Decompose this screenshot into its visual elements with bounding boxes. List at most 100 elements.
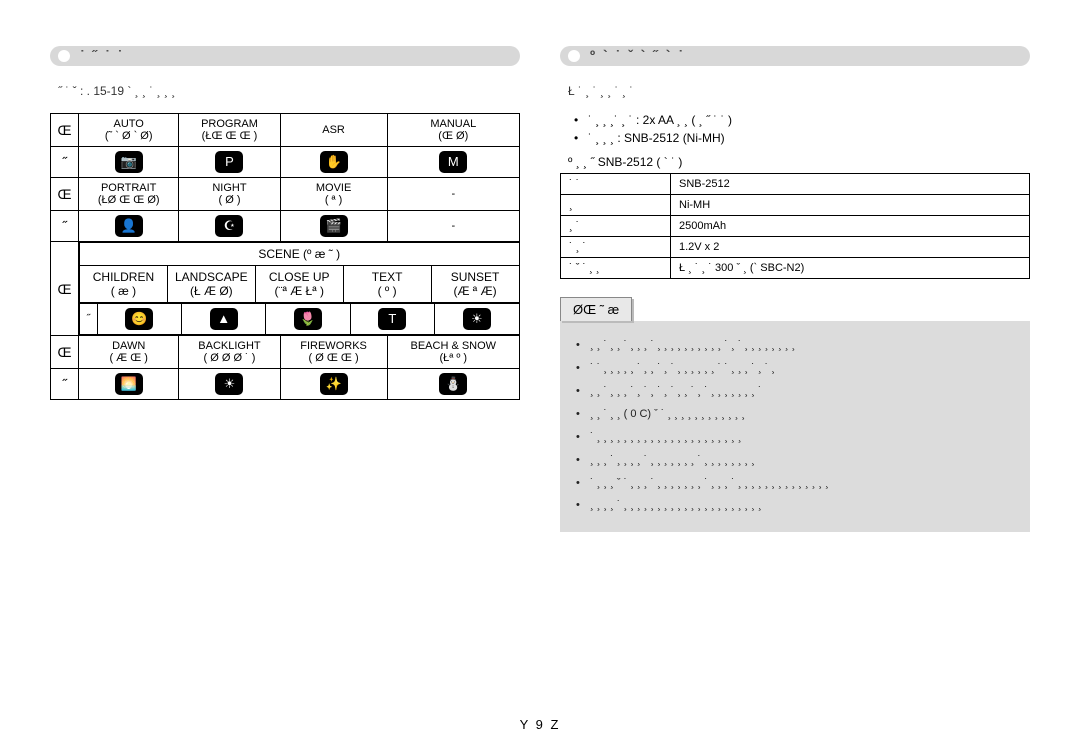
bullet-icon: • [576,427,584,448]
bullet-icon: • [576,404,584,425]
spec-v-4: Ł ¸ ˙ ¸ ˙ 300 ˇ ¸ (` SBC-N2) [671,258,1030,279]
pill-dot-icon [58,50,70,62]
bullet-icon: • [576,358,584,379]
battery-bullet-1: • ˙ ¸ ¸ ¸˙ ¸ ˙ : 2x AA ¸ ¸ ( ¸ ˝ ˙ ˙ ) [574,113,1030,127]
movie-icon: 🎬 [320,215,348,237]
icon-children-cell: 😊 [97,304,181,335]
icon-manual-cell: M [387,147,519,178]
mode-night-name: NIGHT [185,182,273,194]
mode-backlight-name: BACKLIGHT [185,340,273,352]
icon-night-cell: ☪ [179,211,280,242]
mode-program: PROGRAM (ŁŒ Œ Œ ) [179,114,280,147]
note-2: •¸ ¸ ˙ ¸ ¸ ¸ ˙ ¸ ˙ ¸ ˙ ¸ ˙ ¸ ¸ ˙ ¸ ˙ ¸ ¸… [576,381,1014,402]
row5-label: Œ [51,242,79,336]
spec-v-3: 1.2V x 2 [671,237,1030,258]
spec-v-2: 2500mAh [671,216,1030,237]
note-box: ØŒ ˜ æ •¸ ¸ ˙ ¸ ¸ ˙ ¸ ¸ ¸ ˙ ¸ ¸ ¸ ¸ ¸ ¸ … [560,297,1030,532]
mode-backlight: BACKLIGHT ( Ø Ø Ø ˙ ) [179,336,280,369]
mode-landscape: LANDSCAPE (Ł Æ Ø) [167,266,255,303]
spec-row-2: ¸ ˙2500mAh [561,216,1030,237]
mode-closeup: CLOSE UP (¨ª Æ Łª ) [255,266,343,303]
mode-beachsnow-sub: (Łª º ) [394,352,513,364]
mode-movie: MOVIE ( ª ) [280,178,387,211]
portrait-icon: 👤 [115,215,143,237]
mode-table: Œ AUTO (˜ ` Ø ` Ø) PROGRAM (ŁŒ Œ Œ ) ASR… [50,113,520,400]
mode-fireworks-name: FIREWORKS [287,340,381,352]
hand-icon: ✋ [320,151,348,173]
icon-auto-cell: 📷 [79,147,179,178]
landscape-icon: ▲ [210,308,238,330]
text-icon: T [378,308,406,330]
row2-label: ˝ [51,147,79,178]
icon-closeup-cell: 🌷 [266,304,350,335]
battery-bullet-2-text: ˙ ¸ ¸ ¸ : SNB-2512 (Ni-MH) [588,131,725,145]
spec-k-1: ¸ [561,195,671,216]
mode-closeup-sub: (¨ª Æ Łª ) [260,284,339,298]
mode-text-sub: ( º ) [348,284,427,298]
closeup-icon: 🌷 [294,308,322,330]
icon-movie-cell: 🎬 [280,211,387,242]
mode-portrait: PORTRAIT (ŁØ Œ Œ Ø) [79,178,179,211]
mode-portrait-sub: (ŁØ Œ Œ Ø) [85,194,172,206]
bullet-icon: • [574,131,584,145]
bullet-icon: • [576,335,584,356]
mode-movie-sub: ( ª ) [287,194,381,206]
note-3-text: ¸ ¸ ˙ ¸ ¸ ( 0 C) ˇ ˙ ¸ ¸ ¸ ¸ ¸ ¸ ¸ ¸ ¸ ¸… [590,404,745,425]
bullet-icon: • [576,473,584,494]
icon-blank-cell: - [387,211,519,242]
mode-children: CHILDREN ( æ ) [80,266,168,303]
mode-manual-sub: (Œ Ø) [394,130,513,142]
mode-manual-name: MANUAL [394,118,513,130]
mode-manual: MANUAL (Œ Ø) [387,114,519,147]
mode-sunset-name: SUNSET [436,270,515,284]
row1-label: Œ [51,114,79,147]
row6-label: ˝ [80,304,98,335]
right-column: º ` ˙ ˇ ` ˝ ` ˙ Ł ˙ ¸ ˙ ¸ ¸ ˙ ¸ ˙ • ˙ ¸ … [560,40,1030,532]
icon-sunset-cell: ☀ [435,304,519,335]
mode-blank: - [387,178,519,211]
note-0-text: ¸ ¸ ˙ ¸ ¸ ˙ ¸ ¸ ¸ ˙ ¸ ¸ ¸ ¸ ¸ ¸ ¸ ¸ ¸ ¸ … [590,335,795,356]
spec-k-2: ¸ ˙ [561,216,671,237]
scene-header: SCENE (º æ ˜ ) [80,243,520,266]
left-desc-1: ˝ ˙ ˇ : . 15-19 ` ¸ ¸ ˙ ¸ ¸ ¸ [58,82,520,101]
mode-landscape-name: LANDSCAPE [172,270,251,284]
icon-backlight-cell: ☀ [179,369,280,400]
left-header-text: ˙ ˝ ˙ ˙ [80,47,124,63]
row3-label: Œ [51,178,79,211]
icon-fireworks-cell: ✨ [280,369,387,400]
beachsnow-icon: ⛄ [439,373,467,395]
mode-portrait-name: PORTRAIT [85,182,172,194]
spec-v-1: Ni-MH [671,195,1030,216]
note-1-text: ˙ ˙ ¸ ¸ ¸ ¸ ¸ ˙ ¸ ¸ ˙ ¸ ˙ ¸ ¸ ¸ ¸ ¸ ¸ ˙ … [590,358,775,379]
spec-title: º ¸ ¸ ˝ SNB-2512 ( ` ˙ ) [568,155,1030,169]
mode-auto: AUTO (˜ ` Ø ` Ø) [79,114,179,147]
mode-text: TEXT ( º ) [343,266,431,303]
spec-table: ˙ ˙SNB-2512 ¸Ni-MH ¸ ˙2500mAh ˙ ¸ ˙1.2V … [560,173,1030,279]
note-6: •˙ ¸ ¸ ¸ ˇ ˙ ¸ ¸ ¸ ˙ ¸ ¸ ¸ ¸ ¸ ¸ ¸ ˙ ¸ ¸… [576,473,1014,494]
mode-backlight-sub: ( Ø Ø Ø ˙ ) [185,352,273,364]
mode-program-name: PROGRAM [185,118,273,130]
row4-label: ˝ [51,211,79,242]
note-5: •¸ ¸ ¸ ˙ ¸ ¸ ¸ ¸ ˙ ¸ ¸ ¸ ¸ ¸ ¸ ¸ ˙ ¸ ¸ ¸… [576,450,1014,471]
camera-icon: 📷 [115,151,143,173]
mode-dawn: DAWN ( Æ Œ ) [79,336,179,369]
mode-closeup-name: CLOSE UP [260,270,339,284]
battery-bullet-2: • ˙ ¸ ¸ ¸ : SNB-2512 (Ni-MH) [574,131,1030,145]
mode-beachsnow: BEACH & SNOW (Łª º ) [387,336,519,369]
dawn-icon: 🌅 [115,373,143,395]
icon-asr-cell: ✋ [280,147,387,178]
mode-fireworks-sub: ( Ø Œ Œ ) [287,352,381,364]
note-7-text: ¸ ¸ ¸ ¸ ˙ ¸ ¸ ¸ ¸ ¸ ¸ ¸ ¸ ¸ ¸ ¸ ¸ ¸ ¸ ¸ … [590,495,762,516]
icon-portrait-cell: 👤 [79,211,179,242]
spec-row-4: ˙ ˇ ˙ ¸ ¸Ł ¸ ˙ ¸ ˙ 300 ˇ ¸ (` SBC-N2) [561,258,1030,279]
mode-beachsnow-name: BEACH & SNOW [394,340,513,352]
night-icon: ☪ [215,215,243,237]
note-body: • ¸ ¸ ˙ ¸ ¸ ˙ ¸ ¸ ¸ ˙ ¸ ¸ ¸ ¸ ¸ ¸ ¸ ¸ ¸ ¸… [560,321,1030,532]
note-0: • ¸ ¸ ˙ ¸ ¸ ˙ ¸ ¸ ¸ ˙ ¸ ¸ ¸ ¸ ¸ ¸ ¸ ¸ ¸ ¸… [576,335,1014,356]
mode-dawn-sub: ( Æ Œ ) [85,352,172,364]
mode-sunset-sub: (Æ ª Æ) [436,284,515,298]
spec-v-0: SNB-2512 [671,174,1030,195]
battery-bullet-1-text: ˙ ¸ ¸ ¸˙ ¸ ˙ : 2x AA ¸ ¸ ( ¸ ˝ ˙ ˙ ) [588,113,732,127]
mode-asr: ASR [280,114,387,147]
row7-label: Œ [51,336,79,369]
